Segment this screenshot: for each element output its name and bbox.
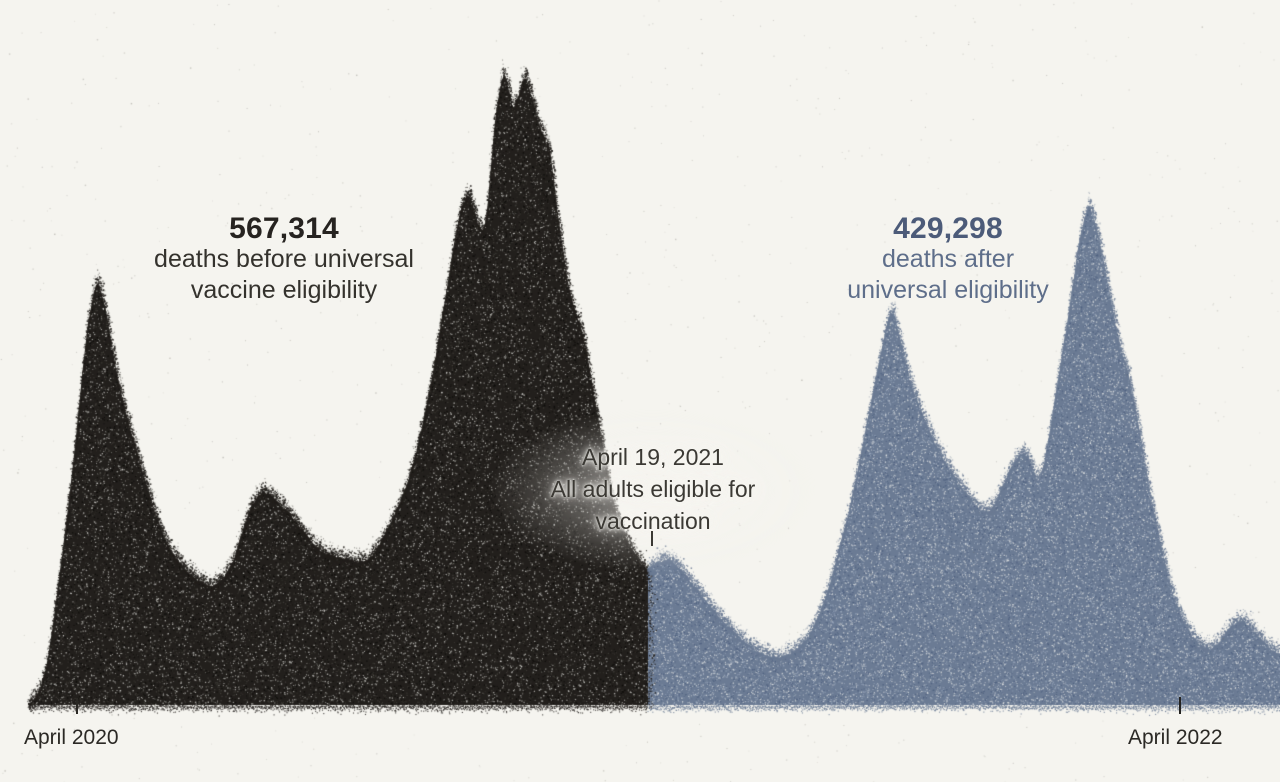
annotation-line1: April 19, 2021: [582, 444, 724, 470]
after-deaths-count: 429,298: [893, 212, 1003, 245]
axis-label-april-2022: April 2022: [1128, 726, 1223, 749]
axis-tick-april-2022: [1179, 697, 1181, 714]
eligibility-date-annotation: April 19, 2021 All adults eligible for v…: [523, 441, 783, 537]
after-label-line1: deaths after: [881, 245, 1015, 273]
after-eligibility-label: 429,298 deaths after universal eligibili…: [818, 213, 1078, 306]
axis-tick-april-2020: [76, 698, 78, 714]
before-label-line2: vaccine eligibility: [190, 276, 378, 304]
annotation-line2: All adults eligible for: [550, 476, 756, 502]
before-label-line1: deaths before universal: [154, 245, 414, 273]
after-label-line2: universal eligibility: [847, 276, 1049, 304]
annotation-pointer-tick: [651, 531, 653, 546]
axis-label-april-2020: April 2020: [24, 726, 119, 749]
annotation-line3: vaccination: [595, 508, 711, 534]
before-eligibility-label: 567,314 deaths before universal vaccine …: [148, 213, 420, 306]
before-deaths-count: 567,314: [229, 212, 339, 245]
